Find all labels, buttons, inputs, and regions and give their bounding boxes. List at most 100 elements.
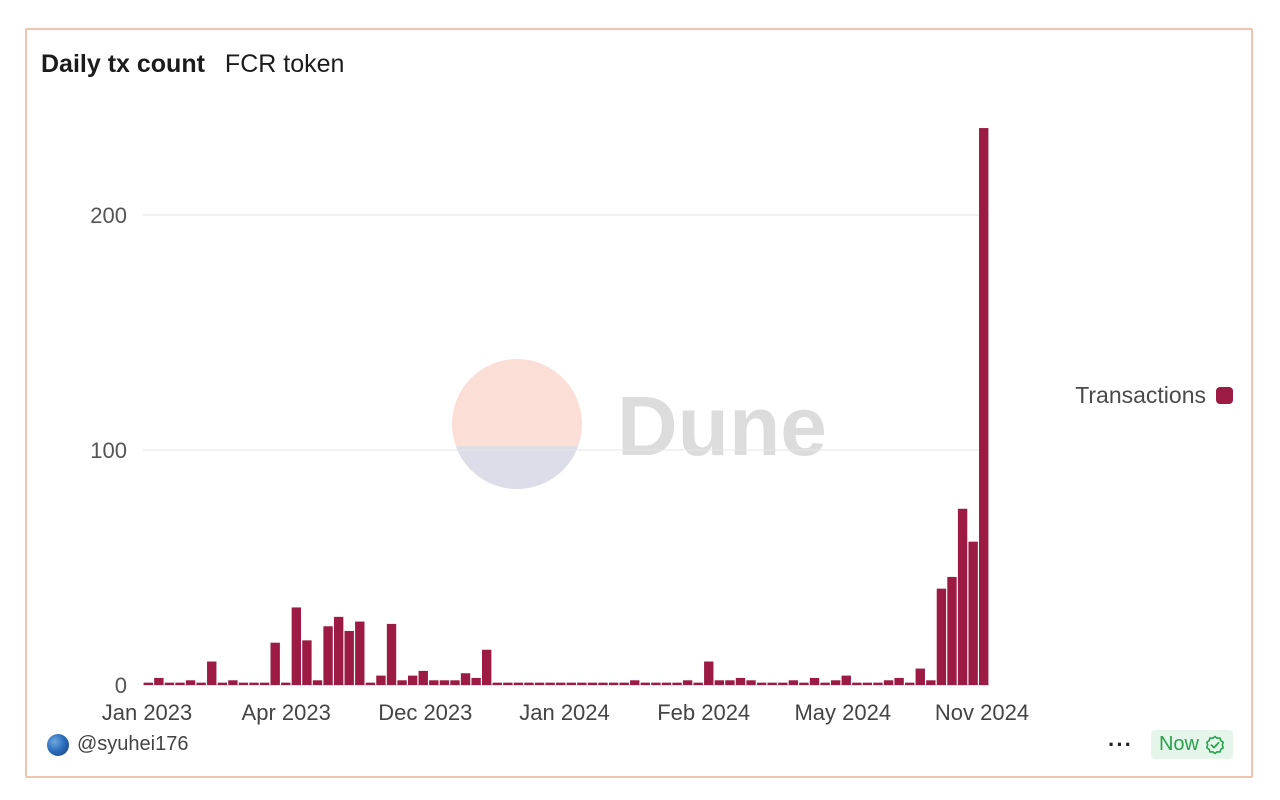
bar[interactable] bbox=[651, 682, 661, 685]
bar[interactable] bbox=[788, 680, 799, 685]
legend[interactable]: Transactions bbox=[1075, 382, 1233, 409]
dune-logo-lower-half bbox=[455, 446, 579, 490]
y-axis-ticks: 0 100 200 bbox=[90, 203, 127, 698]
check-badge-icon bbox=[1206, 735, 1224, 754]
bar[interactable] bbox=[460, 673, 471, 685]
bar[interactable] bbox=[873, 682, 883, 685]
bar[interactable] bbox=[714, 680, 725, 685]
bars bbox=[143, 128, 989, 686]
chart-header: Daily tx count FCR token bbox=[41, 50, 344, 79]
bar[interactable] bbox=[450, 680, 460, 685]
bar[interactable] bbox=[386, 623, 397, 685]
bar[interactable] bbox=[207, 661, 217, 686]
y-tick-label: 100 bbox=[90, 438, 127, 463]
bar[interactable] bbox=[524, 682, 534, 685]
bar[interactable] bbox=[217, 682, 227, 685]
bar[interactable] bbox=[175, 682, 185, 685]
bar[interactable] bbox=[418, 670, 428, 685]
bar[interactable] bbox=[661, 682, 672, 685]
bar[interactable] bbox=[936, 588, 947, 685]
bar[interactable] bbox=[196, 682, 206, 685]
bar[interactable] bbox=[905, 682, 915, 685]
bar[interactable] bbox=[725, 680, 735, 685]
bar[interactable] bbox=[429, 680, 439, 685]
bar[interactable] bbox=[492, 682, 502, 685]
bar[interactable] bbox=[778, 682, 788, 685]
bar[interactable] bbox=[312, 680, 323, 685]
bar[interactable] bbox=[143, 682, 153, 685]
bar[interactable] bbox=[672, 682, 682, 685]
bar[interactable] bbox=[365, 682, 376, 685]
bar[interactable] bbox=[947, 576, 957, 685]
bar[interactable] bbox=[979, 128, 989, 686]
bar[interactable] bbox=[503, 682, 513, 685]
bar[interactable] bbox=[291, 607, 302, 685]
bar[interactable] bbox=[577, 682, 587, 685]
bar[interactable] bbox=[841, 675, 851, 685]
chart-title: Daily tx count bbox=[41, 50, 205, 78]
bar[interactable] bbox=[228, 680, 238, 685]
bar[interactable] bbox=[682, 680, 693, 685]
bar[interactable] bbox=[915, 668, 925, 685]
bar[interactable] bbox=[693, 682, 703, 685]
author-name: @syuhei176 bbox=[77, 733, 189, 755]
y-tick-label: 200 bbox=[90, 203, 127, 228]
bar[interactable] bbox=[704, 661, 714, 686]
bar[interactable] bbox=[154, 677, 164, 685]
bar[interactable] bbox=[281, 682, 291, 685]
bar[interactable] bbox=[640, 682, 651, 685]
x-tick-label: Jan 2024 bbox=[519, 700, 610, 725]
refresh-status-badge[interactable]: Now bbox=[1150, 730, 1233, 759]
bar[interactable] bbox=[249, 682, 259, 685]
bar[interactable] bbox=[809, 677, 820, 685]
bar[interactable] bbox=[471, 677, 481, 685]
chart-subtitle: FCR token bbox=[224, 50, 345, 78]
bar[interactable] bbox=[164, 682, 175, 685]
bar[interactable] bbox=[862, 682, 873, 685]
bar[interactable] bbox=[968, 541, 978, 685]
bar[interactable] bbox=[556, 682, 566, 685]
bar[interactable] bbox=[894, 677, 904, 685]
bar[interactable] bbox=[439, 680, 450, 685]
bar[interactable] bbox=[619, 682, 629, 685]
more-options-button[interactable]: ··· bbox=[1108, 731, 1133, 757]
bar[interactable] bbox=[344, 630, 354, 685]
bar[interactable] bbox=[746, 680, 756, 685]
bar[interactable] bbox=[608, 682, 619, 685]
bar[interactable] bbox=[355, 621, 365, 685]
author-link[interactable]: @syuhei176 bbox=[47, 733, 188, 756]
bar[interactable] bbox=[376, 675, 386, 685]
bar[interactable] bbox=[513, 682, 524, 685]
bar[interactable] bbox=[799, 682, 809, 685]
bar[interactable] bbox=[883, 680, 894, 685]
x-tick-label: Jan 2023 bbox=[102, 700, 193, 725]
bar[interactable] bbox=[852, 682, 862, 685]
bar[interactable] bbox=[598, 682, 608, 685]
bar[interactable] bbox=[259, 682, 270, 685]
bar[interactable] bbox=[630, 680, 640, 685]
bar[interactable] bbox=[545, 682, 555, 685]
bar[interactable] bbox=[735, 677, 746, 685]
bar[interactable] bbox=[756, 682, 767, 685]
bar[interactable] bbox=[185, 680, 196, 685]
bar[interactable] bbox=[407, 675, 418, 685]
bar[interactable] bbox=[587, 682, 598, 685]
legend-swatch bbox=[1216, 387, 1233, 404]
bar[interactable] bbox=[270, 642, 280, 685]
bar[interactable] bbox=[238, 682, 249, 685]
bar[interactable] bbox=[767, 682, 777, 685]
x-tick-label: Apr 2023 bbox=[242, 700, 331, 725]
bar[interactable] bbox=[397, 680, 407, 685]
bar[interactable] bbox=[957, 508, 968, 685]
footer-actions: ··· Now bbox=[1108, 730, 1233, 759]
bar[interactable] bbox=[333, 616, 344, 685]
bar[interactable] bbox=[534, 682, 545, 685]
bar[interactable] bbox=[926, 680, 936, 685]
bar[interactable] bbox=[482, 649, 492, 685]
bar[interactable] bbox=[302, 640, 312, 685]
bar[interactable] bbox=[820, 682, 830, 685]
bar[interactable] bbox=[566, 682, 576, 685]
bar[interactable] bbox=[830, 680, 841, 685]
bar[interactable] bbox=[323, 626, 333, 685]
